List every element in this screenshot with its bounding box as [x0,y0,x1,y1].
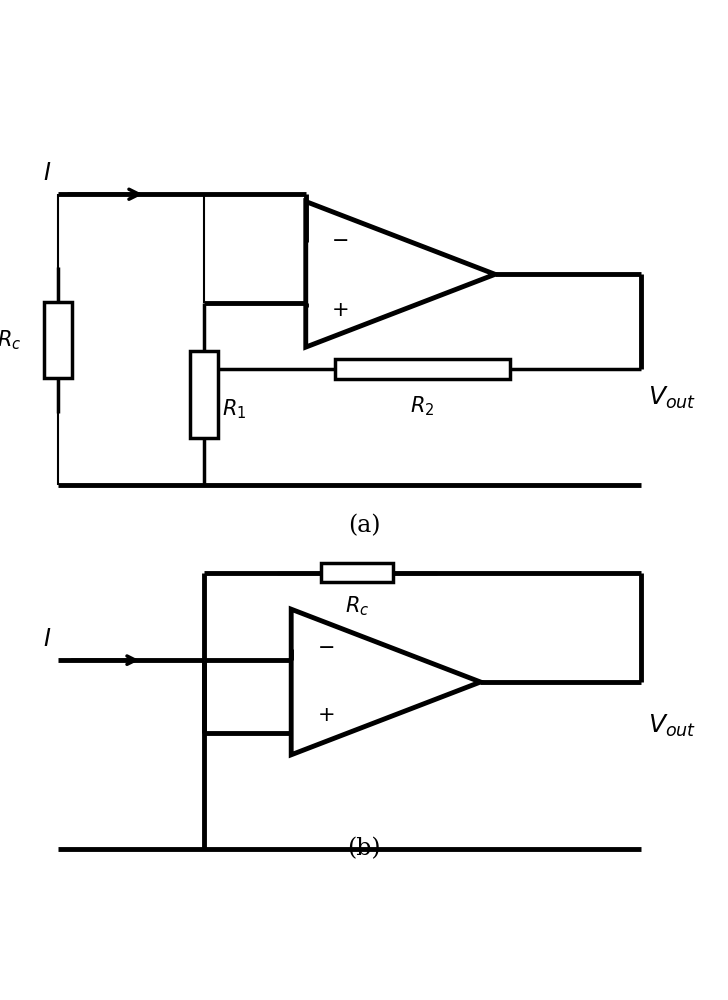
Bar [44,302,72,378]
Text: (b): (b) [347,837,381,860]
Text: $R_c$: $R_c$ [344,595,369,618]
Text: $I$: $I$ [43,161,52,185]
Text: $-$: $-$ [331,229,349,249]
Text: (a): (a) [348,514,380,537]
Text: $I$: $I$ [43,627,52,651]
Text: $R_2$: $R_2$ [410,394,435,418]
Bar [321,563,393,582]
Bar [335,359,510,379]
Text: $R_c$: $R_c$ [0,328,22,352]
Text: $+$: $+$ [331,300,349,320]
Text: $V_{out}$: $V_{out}$ [648,713,696,739]
Bar [190,351,218,438]
Text: $R_1$: $R_1$ [222,397,246,421]
Text: $-$: $-$ [317,636,334,656]
Text: $V_{out}$: $V_{out}$ [648,385,696,411]
Text: $+$: $+$ [317,705,334,725]
